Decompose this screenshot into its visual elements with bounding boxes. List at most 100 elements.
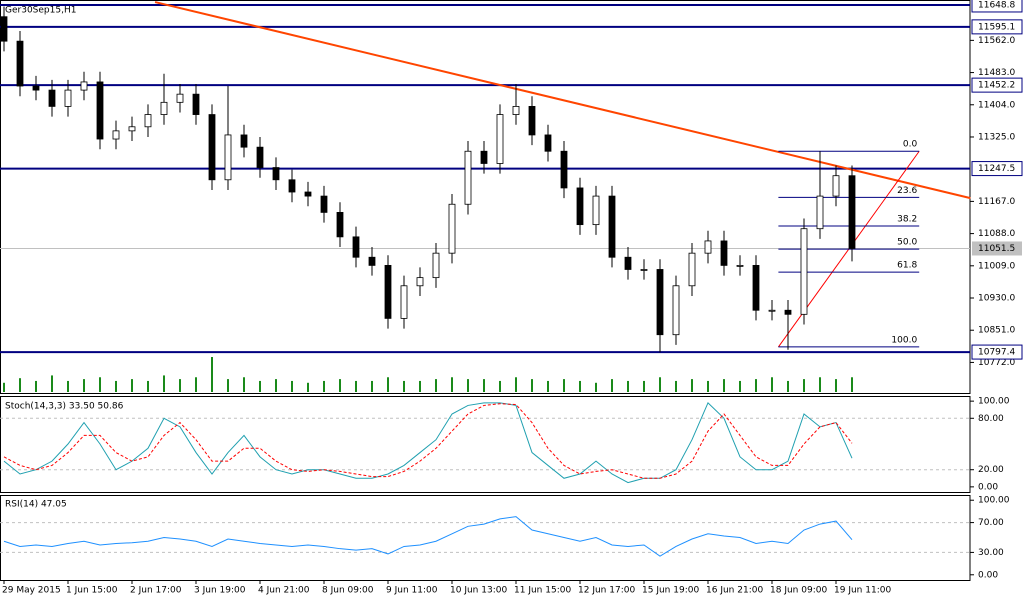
y-tick-label: 10851.0 [978, 326, 1015, 336]
candle-body [208, 114, 216, 181]
fib-label: 100.0 [891, 335, 917, 345]
x-tick-label: 19 Jun 11:00 [834, 586, 891, 596]
volume-bar [691, 379, 693, 392]
y-tick-label: 11562.0 [978, 36, 1015, 46]
volume-bar [195, 377, 197, 392]
candle-body [544, 134, 552, 152]
indicator-line [3, 516, 853, 557]
x-tick-label: 12 Jun 17:00 [578, 586, 635, 596]
candle-body [608, 195, 616, 258]
volume-bar [515, 377, 517, 392]
fib-label: 38.2 [897, 214, 917, 224]
x-tick-label: 11 Jun 15:00 [514, 586, 571, 596]
y-tick-label: 70.00 [978, 518, 1004, 528]
candle-body [480, 150, 488, 164]
candle-body [272, 167, 280, 181]
volume-bar [243, 377, 245, 392]
candle-body [640, 269, 648, 271]
volume-bar [659, 377, 661, 392]
volume-bar [323, 380, 325, 392]
chart-title: Ger30Sep15,H1 [5, 6, 76, 16]
current-price-box [972, 241, 1022, 256]
y-tick-label: 80.00 [978, 414, 1004, 424]
rsi-label: RSI(14) 47.05 [5, 500, 67, 510]
x-tick-label: 29 May 2015 [2, 586, 61, 596]
x-tick-label: 1 Jun 15:00 [66, 586, 118, 596]
x-tick-label: 10 Jun 13:00 [450, 586, 507, 596]
candle-body [368, 256, 376, 266]
candle-body [160, 101, 168, 115]
candle-body [80, 81, 88, 91]
candle-body [112, 130, 120, 140]
candle-body [336, 211, 344, 238]
trendline [154, 1, 971, 200]
panel-frame [0, 0, 971, 394]
fib-label: 61.8 [897, 261, 917, 271]
indicator-line [3, 401, 853, 484]
candle-body [736, 264, 744, 267]
candle-body [224, 134, 232, 181]
candle-body [560, 150, 568, 189]
volume-bar [275, 379, 277, 392]
candle-body [752, 264, 760, 311]
candle-body [656, 269, 664, 336]
candle-body [576, 187, 584, 226]
candle-body [528, 106, 536, 136]
candle-body [800, 228, 808, 315]
x-tick-label: 2 Jun 17:00 [130, 586, 182, 596]
y-tick-label: 11088.0 [978, 229, 1015, 239]
y-tick-label: 11009.0 [978, 261, 1015, 271]
volume-bar [803, 379, 805, 392]
y-tick-label: 100.00 [978, 397, 1010, 407]
volume-bar [355, 380, 357, 392]
volume-bar [131, 379, 133, 392]
candle-body [304, 191, 312, 197]
x-tick-label: 16 Jun 21:00 [706, 586, 763, 596]
level-box [971, 0, 1023, 13]
volume-bar [163, 375, 165, 392]
candle-body [496, 114, 504, 164]
fib-label: 23.6 [897, 186, 917, 196]
level-label: 11247.5 [978, 164, 1015, 174]
volume-bar [179, 379, 181, 392]
volume-bar [467, 379, 469, 392]
volume-bar [259, 380, 261, 392]
candle-body [464, 150, 472, 205]
x-tick-label: 18 Jun 09:00 [770, 586, 827, 596]
volume-bar [227, 379, 229, 392]
indicator-line [3, 403, 853, 479]
level-label: 11452.2 [978, 81, 1015, 91]
candle-body [240, 134, 248, 148]
volume-bar [211, 357, 213, 392]
candle-body [592, 195, 600, 226]
volume-bar [771, 377, 773, 392]
volume-bar [435, 379, 437, 392]
candle-body [320, 195, 328, 213]
x-tick-label: 8 Jun 09:00 [322, 586, 374, 596]
volume-bar [83, 379, 85, 392]
volume-bar [579, 380, 581, 392]
y-tick-label: 30.00 [978, 548, 1004, 558]
volume-bar [387, 377, 389, 392]
y-tick-label: 11483.0 [978, 68, 1015, 78]
volume-bar [547, 380, 549, 392]
volume-bar [51, 375, 53, 392]
candle-body [96, 81, 104, 140]
candle-body [48, 89, 56, 107]
candle-body [288, 179, 296, 193]
volume-bar [675, 380, 677, 392]
volume-bar [19, 378, 21, 392]
candle-body [352, 236, 360, 258]
volume-bar [595, 382, 597, 392]
y-tick-label: 0.00 [978, 482, 998, 492]
candle-body [512, 106, 520, 115]
volume-bar [755, 379, 757, 392]
candle-body [128, 126, 136, 132]
volume-bar [739, 380, 741, 392]
volume-bar [611, 379, 613, 392]
volume-bar [419, 380, 421, 392]
candle-body [400, 285, 408, 319]
x-tick-label: 9 Jun 11:00 [386, 586, 438, 596]
candle-body [832, 175, 840, 197]
